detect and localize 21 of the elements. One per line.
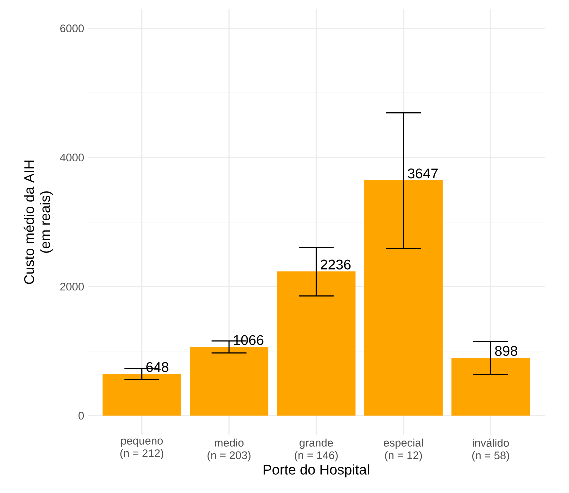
bar [277,272,356,416]
x-tick-label: especial (n = 12) [384,438,424,462]
data-label: 1066 [234,335,264,346]
x-tick-label: grande (n = 146) [295,438,338,462]
data-label: 648 [146,362,169,372]
y-tick-label: 4000 [60,154,84,162]
y-tick-label: 6000 [60,24,84,33]
x-tick-label: inválido (n = 58) [472,438,510,462]
x-tick-label: pequeno (n = 212) [120,438,164,460]
x-tick-label: medio (n = 203) [208,438,251,462]
data-label: 3647 [408,168,438,179]
bar [190,347,269,416]
x-axis-title: Porte do Hospital [264,464,370,478]
data-label: 2236 [321,260,351,270]
bar [452,358,530,416]
data-label: 898 [495,346,518,356]
y-axis-title: Custo médio da AIH (em reais) [24,160,54,284]
y-tick-label: 2000 [60,282,84,291]
bar [364,180,443,416]
y-tick-label: 0 [78,412,84,420]
bar [102,374,182,416]
